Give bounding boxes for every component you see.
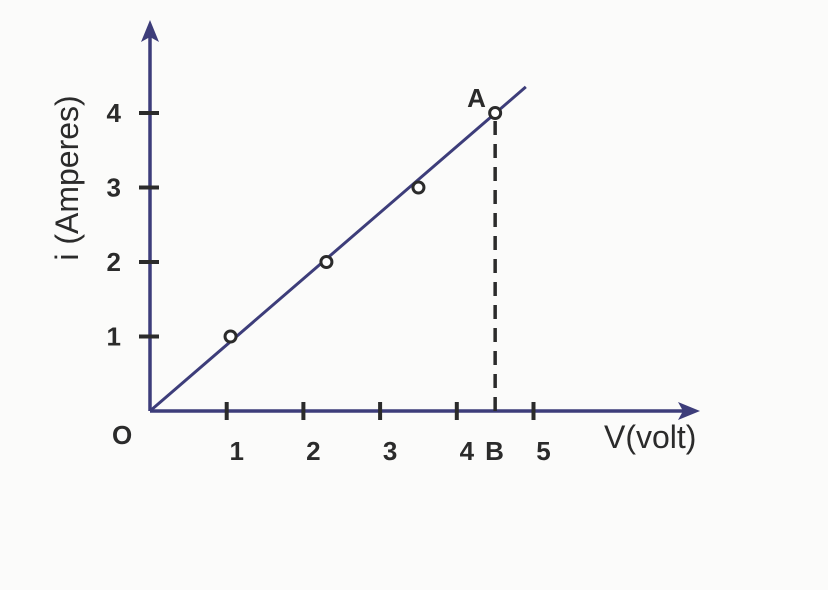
x-tick-label: 1 — [229, 436, 243, 466]
data-point — [319, 255, 334, 269]
y-tick-label: 2 — [107, 247, 121, 277]
y-tick-label: 3 — [107, 173, 121, 203]
y-tick-label: 1 — [107, 322, 121, 352]
x-tick-label: 5 — [536, 436, 550, 466]
data-point — [223, 329, 238, 344]
y-axis-label: i (Amperes) — [49, 95, 85, 260]
x-axis-arrow — [678, 402, 700, 420]
origin-label: O — [112, 420, 132, 450]
y-axis-arrow — [141, 20, 159, 42]
x-tick-label: 2 — [306, 436, 320, 466]
axes — [141, 20, 700, 420]
data-point — [488, 106, 503, 120]
y-tick-label: 4 — [107, 98, 122, 128]
x-axis-label: V(volt) — [604, 419, 696, 455]
annotation-label-a: A — [467, 83, 486, 113]
data-point — [411, 180, 426, 195]
points — [223, 106, 503, 344]
x-tick-label: 3 — [383, 436, 397, 466]
series-line — [149, 85, 527, 413]
line-layer — [149, 85, 527, 413]
labels: V(volt) i (Amperes) O A B — [49, 83, 696, 466]
ticks: 1 2 3 4 5 1 2 3 4 — [107, 98, 551, 466]
annotation-label-b: B — [485, 436, 504, 466]
x-tick-label: 4 — [460, 436, 475, 466]
